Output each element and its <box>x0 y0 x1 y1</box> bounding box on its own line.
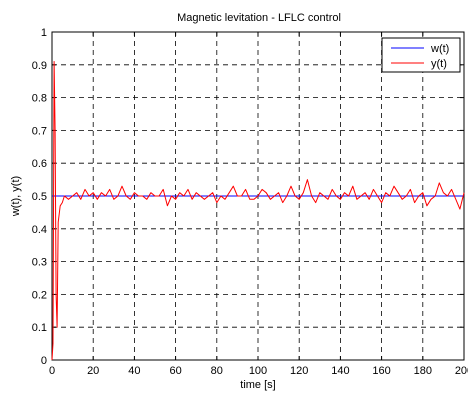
x-tick-label: 200 <box>455 365 468 377</box>
y-tick-label: 0.4 <box>32 224 47 236</box>
x-tick-label: 140 <box>331 365 349 377</box>
series-line-y <box>51 61 465 361</box>
x-tick-label: 100 <box>249 365 267 377</box>
legend-label-w: w(t) <box>430 43 449 55</box>
y-tick-label: 0 <box>41 355 47 367</box>
x-tick-label: 80 <box>211 365 223 377</box>
y-tick-label: 0.3 <box>32 257 47 269</box>
y-tick-label: 0.1 <box>32 322 47 334</box>
y-tick-label: 0.8 <box>32 93 47 105</box>
x-tick-label: 180 <box>414 365 432 377</box>
y-tick-label: 0.7 <box>32 125 47 137</box>
y-axis-label: w(t), y(t) <box>10 176 22 217</box>
chart-title: Magnetic levitation - LFLC control <box>177 12 341 24</box>
axis-ticks: 0 20 40 60 80 100 120 140 160 180 200 0 0.1 0.2 0.3 0.4… <box>32 27 468 377</box>
legend-label-y: y(t) <box>431 58 447 70</box>
x-tick-label: 20 <box>87 365 99 377</box>
y-tick-label: 0.6 <box>32 158 47 170</box>
series-lines <box>51 61 465 361</box>
x-tick-label: 0 <box>49 365 55 377</box>
x-tick-label: 60 <box>169 365 181 377</box>
x-tick-label: 40 <box>128 365 140 377</box>
y-tick-label: 0.5 <box>32 191 47 203</box>
y-tick-label: 0.9 <box>32 60 47 72</box>
x-axis-label: time [s] <box>240 379 275 391</box>
legend-box <box>381 37 461 73</box>
x-tick-label: 120 <box>290 365 308 377</box>
x-tick-label: 160 <box>372 365 390 377</box>
y-tick-label: 0.2 <box>32 289 47 301</box>
legend: w(t) y(t) <box>381 37 461 73</box>
y-tick-label: 1 <box>41 27 47 39</box>
